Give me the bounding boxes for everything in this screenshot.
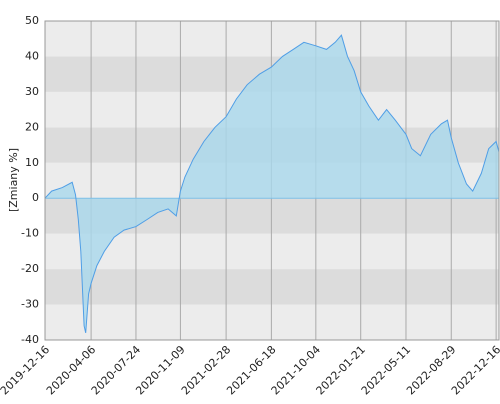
grid-band (45, 233, 499, 270)
y-tick-label: 30 (25, 85, 39, 98)
grid-band (45, 269, 499, 305)
y-tick-label: 10 (25, 156, 39, 169)
plot-frame (44, 20, 500, 341)
area-fill (45, 35, 499, 333)
y-tick-label: 50 (25, 14, 39, 27)
y-axis-label: [Zmiany %] (7, 148, 20, 212)
y-tick-label: -10 (21, 227, 39, 240)
line (44, 34, 500, 334)
y-tick-label: -40 (21, 333, 39, 346)
y-tick-label: -30 (21, 298, 39, 311)
y-tick-label: 0 (32, 191, 39, 204)
grid-band (45, 304, 499, 340)
y-tick-label: 20 (25, 120, 39, 133)
y-tick-label: 40 (25, 49, 39, 62)
y-tick-label: -20 (21, 262, 39, 275)
grid-band (45, 21, 499, 57)
